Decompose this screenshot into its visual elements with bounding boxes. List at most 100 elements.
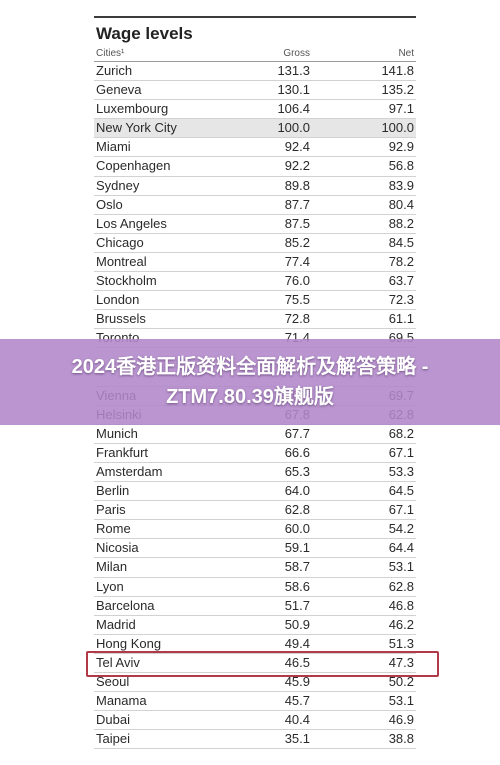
cell-gross: 100.0 (277, 120, 310, 136)
table-row: Brussels 72.8 61.1 (94, 310, 416, 330)
cell-net: 97.1 (388, 101, 414, 117)
table-row: New York City 100.0 100.0 (94, 119, 416, 139)
cell-gross: 76.0 (284, 273, 310, 289)
cell-net: 68.2 (388, 425, 414, 441)
cell-net: 61.1 (388, 311, 414, 327)
cell-city: Copenhagen (96, 158, 171, 174)
table-row: Seoul 45.9 50.2 (94, 673, 416, 693)
cell-gross: 85.2 (284, 234, 310, 250)
cell-net: 72.3 (388, 292, 414, 308)
cell-net: 53.3 (388, 463, 414, 479)
cell-gross: 131.3 (277, 63, 310, 78)
table-row: Frankfurt 66.6 67.1 (94, 444, 416, 463)
table-row: Stockholm 76.0 63.7 (94, 272, 416, 292)
cell-net: 63.7 (388, 273, 414, 289)
table-row: Oslo 87.7 80.4 (94, 196, 416, 215)
cell-city: Rome (96, 521, 131, 537)
header-rule (94, 61, 416, 62)
cell-gross: 58.6 (284, 578, 310, 594)
cell-net: 92.9 (388, 139, 414, 155)
table-row: Nicosia 59.1 64.4 (94, 539, 416, 559)
cell-net: 62.8 (388, 578, 414, 594)
cell-gross: 87.7 (284, 196, 310, 212)
cell-gross: 72.8 (284, 311, 310, 327)
table-body: Zurich 131.3 141.8 Geneva 130.1 135.2 Luxembou… (94, 62, 416, 750)
table-row: Los Angeles 87.5 88.2 (94, 215, 416, 234)
cell-net: 78.2 (388, 253, 414, 269)
cell-net: 46.9 (388, 712, 414, 728)
table-row: Sydney 89.8 83.9 (94, 177, 416, 196)
table-row: Montreal 77.4 78.2 (94, 253, 416, 273)
cell-gross: 106.4 (277, 101, 310, 117)
cell-city: Munich (96, 425, 138, 441)
cell-net: 83.9 (388, 177, 414, 193)
cell-net: 56.8 (388, 158, 414, 174)
cell-city: Tel Aviv (96, 654, 140, 670)
table-row-highlighted: Hong Kong 49.4 51.3 (94, 635, 416, 654)
table-row: Madrid 50.9 46.2 (94, 616, 416, 635)
cell-city: Luxembourg (96, 101, 169, 117)
cell-gross: 46.5 (284, 654, 310, 670)
cell-gross: 64.0 (284, 483, 310, 499)
cell-gross: 75.5 (284, 292, 310, 308)
cell-net: 53.1 (388, 559, 414, 575)
table-row: Amsterdam 65.3 53.3 (94, 463, 416, 483)
cell-gross: 49.4 (284, 635, 310, 651)
cell-city: Amsterdam (96, 463, 163, 479)
table-row: Chicago 85.2 84.5 (94, 234, 416, 253)
cell-gross: 67.7 (284, 425, 310, 441)
table-row: Dubai 40.4 46.9 (94, 711, 416, 731)
table-row: Munich 67.7 68.2 (94, 425, 416, 444)
cell-net: 64.4 (388, 540, 414, 556)
cell-city: Taipei (96, 731, 130, 747)
cell-city: Chicago (96, 234, 144, 250)
table-row: Manama 45.7 53.1 (94, 692, 416, 712)
cell-city: Hong Kong (96, 635, 162, 651)
table-row: Luxembourg 106.4 97.1 (94, 100, 416, 120)
cell-gross: 89.8 (284, 177, 310, 193)
cell-net: 84.5 (388, 234, 414, 250)
cell-city: Miami (96, 139, 131, 155)
cell-city: Montreal (96, 253, 147, 269)
cell-gross: 60.0 (284, 521, 310, 537)
cell-net: 64.5 (388, 483, 414, 499)
table-row: Taipei 35.1 38.8 (94, 730, 416, 750)
cell-net: 50.2 (388, 674, 414, 689)
cell-net: 51.3 (388, 635, 414, 651)
cell-city: Oslo (96, 196, 123, 212)
hong-kong-highlight-box (86, 651, 439, 677)
cell-city: Milan (96, 559, 128, 575)
table-row: Zurich 131.3 141.8 (94, 62, 416, 82)
cell-net: 54.2 (388, 521, 414, 537)
cell-city: Brussels (96, 311, 146, 327)
cell-gross: 45.7 (284, 693, 310, 709)
cell-city: Los Angeles (96, 215, 167, 231)
cell-gross: 130.1 (277, 82, 310, 98)
cell-gross: 77.4 (284, 253, 310, 269)
cell-city: London (96, 292, 140, 308)
cell-city: Stockholm (96, 273, 157, 289)
cell-net: 80.4 (388, 196, 414, 212)
overlay-banner: 2024香港正版资料全面解析及解答策略 - ZTM7.80.39旗舰版 (0, 339, 500, 425)
cell-net: 47.3 (388, 654, 414, 670)
cell-net: 67.1 (388, 502, 414, 518)
cell-net: 38.8 (388, 731, 414, 747)
cell-city: Paris (96, 502, 126, 518)
cell-net: 100.0 (381, 120, 414, 136)
table-row: Copenhagen 92.2 56.8 (94, 157, 416, 177)
cell-city: Sydney (96, 177, 140, 193)
cell-gross: 92.2 (284, 158, 310, 174)
cell-net: 88.2 (388, 215, 414, 231)
cell-city: New York City (96, 120, 177, 136)
cell-gross: 66.6 (284, 444, 310, 460)
cell-net: 53.1 (388, 693, 414, 709)
cell-net: 46.2 (388, 616, 414, 632)
cell-gross: 35.1 (284, 731, 310, 747)
cell-city: Dubai (96, 712, 130, 728)
cell-gross: 87.5 (284, 215, 310, 231)
table-row: Milan 58.7 53.1 (94, 558, 416, 578)
cell-gross: 59.1 (284, 540, 310, 556)
table-row: Barcelona 51.7 46.8 (94, 597, 416, 616)
cell-city: Madrid (96, 616, 136, 632)
